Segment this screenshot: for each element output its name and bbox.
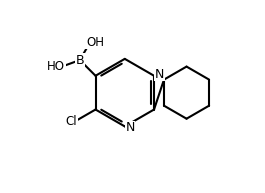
Text: N: N bbox=[155, 68, 164, 81]
Text: N: N bbox=[126, 121, 135, 135]
Text: B: B bbox=[76, 54, 84, 67]
Text: OH: OH bbox=[86, 36, 104, 49]
Text: HO: HO bbox=[47, 60, 65, 73]
Text: Cl: Cl bbox=[65, 115, 77, 128]
